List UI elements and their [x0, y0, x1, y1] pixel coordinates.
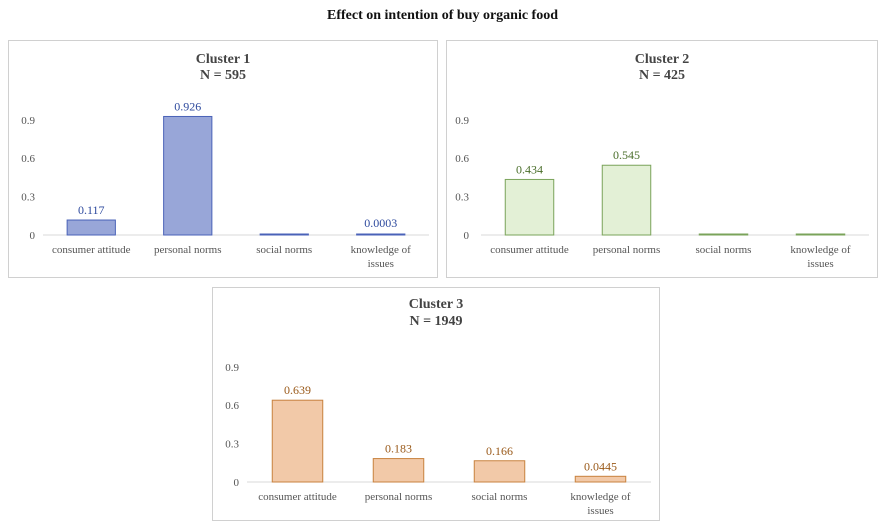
category-label: consumer attitude [258, 491, 337, 503]
category-label: knowledge of [790, 244, 851, 256]
category-label: personal norms [154, 244, 222, 256]
y-tick-label: 0.9 [455, 115, 469, 127]
chart-title: Cluster 3 [409, 297, 464, 312]
category-label: knowledge of [570, 491, 631, 503]
data-label: 0.183 [385, 442, 412, 456]
category-label: personal norms [365, 491, 433, 503]
bar [163, 115, 213, 236]
y-tick-label: 0.6 [21, 153, 35, 165]
bar [356, 233, 406, 236]
bar [574, 475, 627, 483]
category-label: social norms [472, 491, 528, 503]
data-label: 0.434 [516, 162, 543, 176]
bar [601, 164, 652, 236]
y-tick-label: 0.3 [21, 192, 35, 204]
data-label: 0.639 [284, 383, 311, 397]
category-label: issues [807, 258, 833, 270]
cluster-3-chart: Cluster 3 N = 1949 0 0.3 0.6 0.9 0.639 consumer… [225, 297, 651, 517]
category-label: issues [587, 505, 613, 517]
bar [795, 233, 846, 236]
bar [504, 178, 555, 236]
bar [473, 460, 526, 483]
category-label: social norms [696, 244, 752, 256]
y-tick-label: 0.6 [455, 153, 469, 165]
chart-title: Cluster 1 [196, 52, 251, 67]
data-label: 0.926 [174, 99, 201, 113]
category-label: social norms [256, 244, 312, 256]
chart-subtitle: N = 1949 [409, 314, 462, 329]
category-label: issues [368, 258, 394, 270]
y-tick-label: 0 [464, 230, 470, 242]
bar [271, 399, 324, 483]
cluster-2-chart: Cluster 2N = 425 0 0.3 0.6 0.9 0.434 consumer … [455, 52, 869, 270]
category-label: consumer attitude [490, 244, 569, 256]
bar [259, 233, 309, 236]
chart-subtitle: N = 425 [639, 68, 685, 83]
bar [372, 458, 425, 483]
data-label: 0.166 [486, 444, 513, 458]
y-tick-label: 0 [30, 230, 36, 242]
data-label: 0.545 [613, 148, 640, 162]
chart-subtitle: N = 595 [200, 68, 246, 83]
data-label: 0.0445 [584, 459, 617, 473]
category-label: consumer attitude [52, 244, 131, 256]
bar [66, 219, 116, 236]
chart-panel-cluster-3: Cluster 3 N = 1949 0 0.3 0.6 0.9 0.639 consumer… [212, 287, 660, 521]
category-label: personal norms [593, 244, 661, 256]
data-label: 0.0003 [364, 216, 397, 230]
y-tick-label: 0.9 [21, 115, 35, 127]
y-tick-label: 0.9 [225, 362, 239, 374]
data-label: 0.117 [78, 203, 105, 217]
cluster-1-chart: Cluster 1N = 595 0 0.3 0.6 0.9 0.117 consumer … [21, 52, 429, 270]
main-title: Effect on intention of buy organic food [327, 8, 558, 23]
y-tick-label: 0.3 [455, 192, 469, 204]
bar [698, 233, 749, 236]
y-tick-label: 0.3 [225, 439, 239, 451]
y-tick-label: 0.6 [225, 400, 239, 412]
chart-title: Cluster 2 [635, 52, 690, 67]
category-label: knowledge of [351, 244, 412, 256]
y-tick-label: 0 [234, 477, 240, 489]
